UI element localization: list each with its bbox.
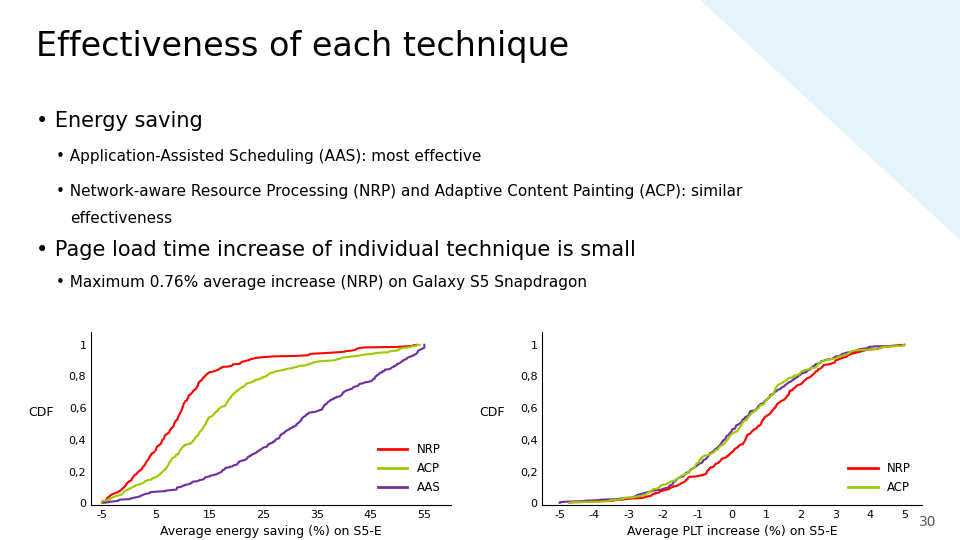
Legend: NRP, ACP, AAS: NRP, ACP, AAS [373,438,445,499]
Polygon shape [700,0,960,240]
Text: • Network-aware Resource Processing (NRP) and Adaptive Content Painting (ACP): s: • Network-aware Resource Processing (NRP… [56,184,742,199]
Y-axis label: CDF: CDF [28,406,54,419]
Text: • Application-Assisted Scheduling (AAS): most effective: • Application-Assisted Scheduling (AAS):… [56,148,481,164]
Legend: NRP, ACP: NRP, ACP [844,458,916,499]
Text: • Page load time increase of individual technique is small: • Page load time increase of individual … [36,240,636,260]
Text: • Maximum 0.76% average increase (NRP) on Galaxy S5 Snapdragon: • Maximum 0.76% average increase (NRP) o… [56,275,587,291]
Text: 30: 30 [919,515,936,529]
Text: Effectiveness of each technique: Effectiveness of each technique [36,30,569,63]
X-axis label: Average energy saving (%) on S5-E: Average energy saving (%) on S5-E [160,525,382,538]
Y-axis label: CDF: CDF [479,406,505,419]
Text: • Energy saving: • Energy saving [36,111,204,131]
X-axis label: Average PLT increase (%) on S5-E: Average PLT increase (%) on S5-E [627,525,837,538]
Text: effectiveness: effectiveness [70,211,172,226]
